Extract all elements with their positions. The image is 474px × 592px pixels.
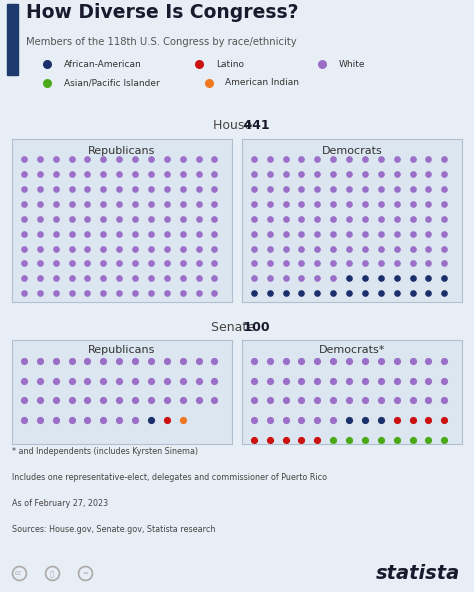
Text: Democrats*: Democrats* xyxy=(319,345,385,355)
Bar xyxy=(7,4,18,75)
Text: House: House xyxy=(213,120,261,132)
Text: ⓘ: ⓘ xyxy=(50,570,54,577)
Text: 100: 100 xyxy=(204,321,270,333)
Text: Senate: Senate xyxy=(211,321,263,333)
Text: * and Independents (includes Kyrsten Sinema): * and Independents (includes Kyrsten Sin… xyxy=(12,447,198,456)
Text: Latino: Latino xyxy=(216,60,244,69)
Text: =: = xyxy=(82,570,88,577)
Text: Asian/Pacific Islander: Asian/Pacific Islander xyxy=(64,78,160,87)
Text: Includes one representative-elect, delegates and commissioner of Puerto Rico: Includes one representative-elect, deleg… xyxy=(12,473,327,482)
Text: Republicans: Republicans xyxy=(88,146,156,156)
Text: Sources: House.gov, Senate.gov, Statista research: Sources: House.gov, Senate.gov, Statista… xyxy=(12,525,215,533)
Text: White: White xyxy=(339,60,365,69)
Text: As of February 27, 2023: As of February 27, 2023 xyxy=(12,498,108,508)
Text: statista: statista xyxy=(375,564,460,583)
Text: cc: cc xyxy=(15,570,23,577)
Text: African-American: African-American xyxy=(64,60,142,69)
Text: Members of the 118th U.S. Congress by race/ethnicity: Members of the 118th U.S. Congress by ra… xyxy=(26,37,297,47)
Text: How Diverse Is Congress?: How Diverse Is Congress? xyxy=(26,3,299,22)
Text: American Indian: American Indian xyxy=(225,78,299,87)
Text: 441: 441 xyxy=(204,120,270,132)
Text: Republicans: Republicans xyxy=(88,345,156,355)
Text: Democrats: Democrats xyxy=(321,146,383,156)
